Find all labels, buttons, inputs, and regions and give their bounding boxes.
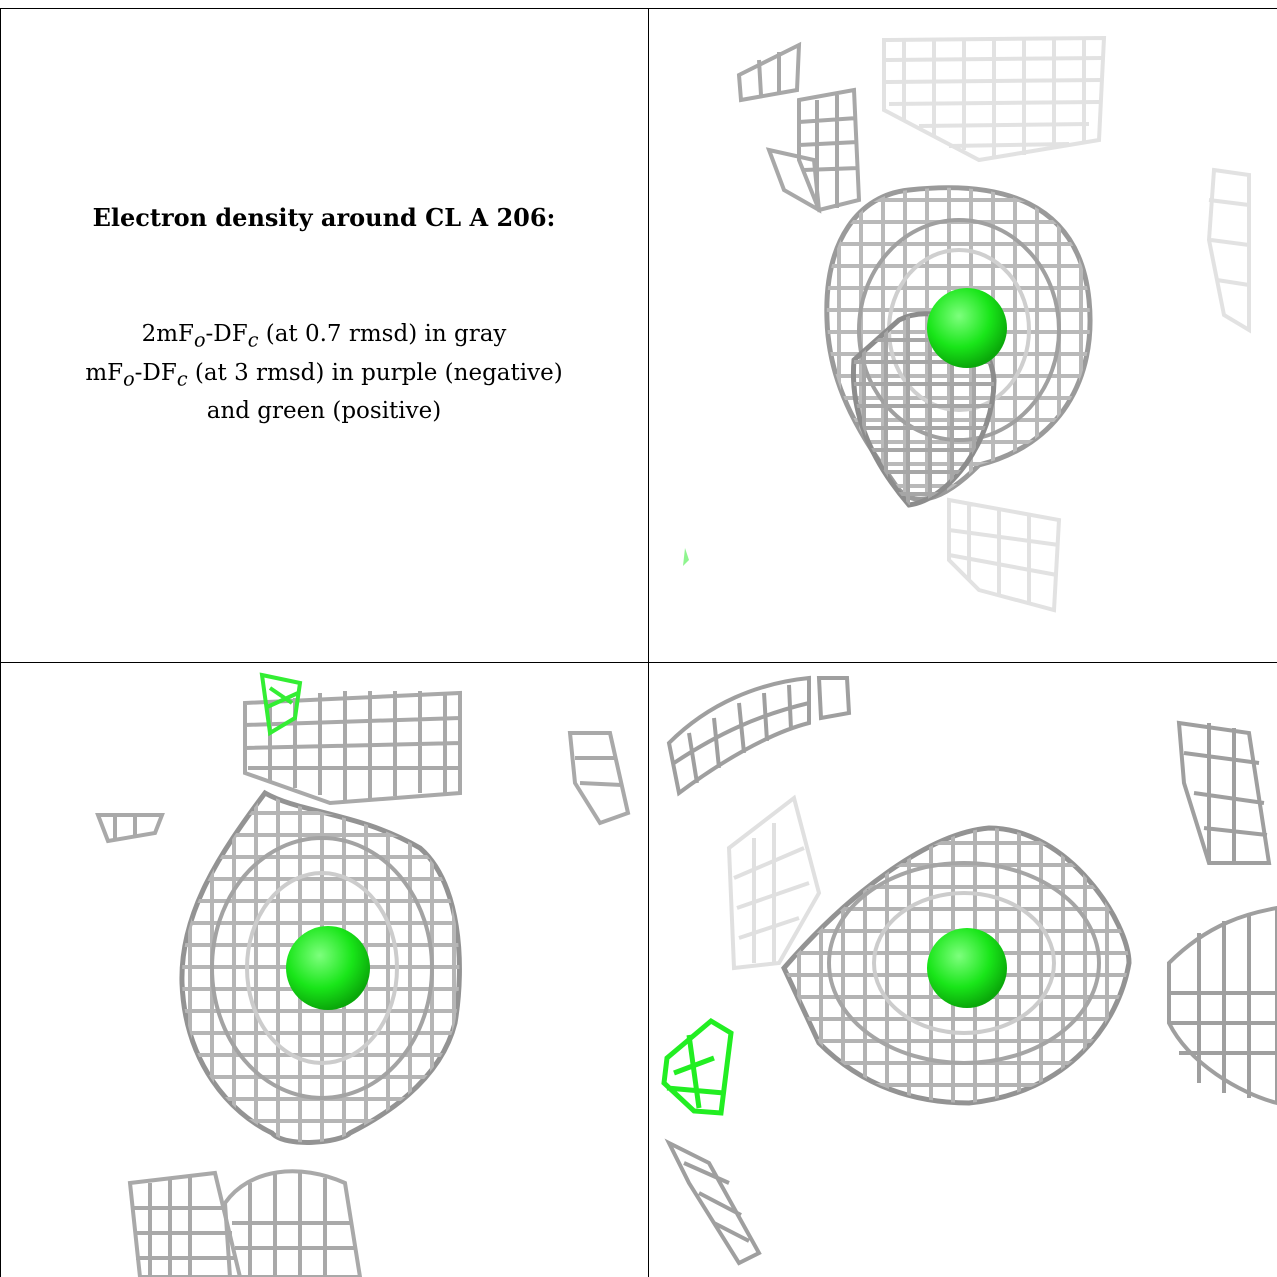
chloride-ion-sphere bbox=[286, 926, 370, 1010]
chloride-ion-sphere bbox=[927, 928, 1007, 1008]
background-mesh-faint bbox=[726, 794, 822, 971]
rule-middle-vertical bbox=[648, 8, 649, 1277]
caption-cell: Electron density around CL A 206: 2mFo-D… bbox=[0, 0, 648, 662]
legend-line-gray-map: 2mFo-DFc (at 0.7 rmsd) in gray bbox=[141, 321, 507, 352]
background-mesh-upper-left bbox=[736, 41, 862, 214]
rule-left bbox=[0, 8, 1, 1277]
rule-top bbox=[0, 8, 1277, 9]
rule-middle-horizontal bbox=[0, 662, 1277, 663]
background-mesh-faint bbox=[882, 35, 1251, 613]
caption-title: Electron density around CL A 206: bbox=[92, 203, 556, 232]
legend-line-difference-map: mFo-DFc (at 3 rmsd) in purple (negative) bbox=[85, 359, 563, 391]
view-bottom-left bbox=[0, 663, 632, 1277]
positive-density-fragment bbox=[683, 548, 689, 566]
caption-legend: 2mFo-DFc (at 0.7 rmsd) in gray mFo-DFc (… bbox=[0, 318, 648, 428]
view-bottom-right bbox=[649, 663, 1277, 1277]
chloride-density-mesh bbox=[781, 825, 1132, 1106]
view-top-right bbox=[649, 0, 1277, 662]
positive-density-blob-top bbox=[259, 672, 303, 737]
chloride-ion-sphere bbox=[927, 288, 1007, 368]
background-mesh-arc-top bbox=[664, 675, 1277, 1266]
background-mesh-top bbox=[95, 690, 631, 1277]
positive-density-blob bbox=[661, 1017, 734, 1116]
legend-line-colors: and green (positive) bbox=[206, 398, 442, 425]
